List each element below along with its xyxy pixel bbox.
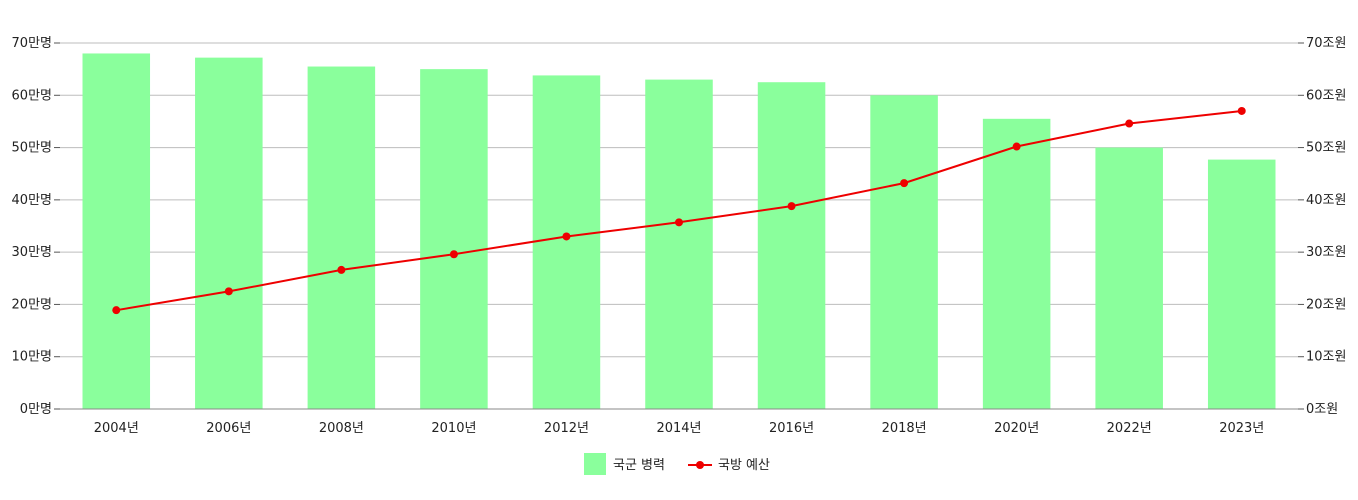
line-point xyxy=(1125,119,1134,128)
legend: 국군 병력 국방 예산 xyxy=(584,453,770,475)
x-tick-label: 2006년 xyxy=(206,421,251,436)
x-tick-label: 2023년 xyxy=(1219,421,1264,436)
y-right-tick-label: 50조원 xyxy=(1306,141,1346,156)
x-tick-label: 2020년 xyxy=(994,421,1039,436)
bar xyxy=(420,69,488,410)
y-left-tick-label: 30만명 xyxy=(12,245,52,260)
bar-series xyxy=(82,53,1276,410)
line-series xyxy=(112,106,1246,315)
y-left-tick-label: 70만명 xyxy=(12,36,52,51)
bar xyxy=(870,95,938,410)
line-point xyxy=(900,179,909,188)
y-left-tick-label: 0만명 xyxy=(20,402,52,417)
legend-item-bar[interactable]: 국군 병력 xyxy=(584,453,665,475)
y-left-tick-label: 50만명 xyxy=(12,141,52,156)
line-point xyxy=(1012,142,1021,151)
line-point xyxy=(112,306,121,315)
y-right-tick-label: 20조원 xyxy=(1306,297,1346,312)
line-point xyxy=(224,287,233,296)
line-point xyxy=(1237,106,1246,115)
y-right-tick-label: 30조원 xyxy=(1306,245,1346,260)
bar xyxy=(982,118,1051,410)
line-point xyxy=(337,265,346,274)
bar xyxy=(645,79,713,409)
bar xyxy=(1095,147,1163,410)
y-right-tick-label: 40조원 xyxy=(1306,193,1346,208)
legend-label-line: 국방 예산 xyxy=(718,458,770,473)
bar xyxy=(1207,159,1276,409)
line-point xyxy=(787,202,796,211)
bar xyxy=(82,53,151,409)
legend-swatch-bar xyxy=(584,453,606,475)
x-tick-label: 2008년 xyxy=(319,421,364,436)
x-tick-label: 2010년 xyxy=(431,421,476,436)
y-left-tick-label: 20만명 xyxy=(12,297,52,312)
x-tick-label: 2004년 xyxy=(94,421,139,436)
legend-label-bar: 국군 병력 xyxy=(613,458,665,473)
legend-item-line[interactable]: 국방 예산 xyxy=(688,458,770,473)
x-tick-label: 2014년 xyxy=(656,421,701,436)
y-left-tick-label: 10만명 xyxy=(12,350,52,365)
x-tick-label: 2016년 xyxy=(769,421,814,436)
line-point xyxy=(562,232,571,241)
y-right-tick-label: 10조원 xyxy=(1306,350,1346,365)
y-right-tick-label: 60조원 xyxy=(1306,88,1346,103)
bar xyxy=(195,57,263,409)
y-right-tick-label: 70조원 xyxy=(1306,36,1346,51)
line-point xyxy=(675,218,683,227)
y-right-tick-label: 0조원 xyxy=(1306,402,1338,417)
axes: 0만명 10만명 20만명 30만명 40만명 50만명 60만명 70만명 0조원 10조원 20… xyxy=(12,36,1347,436)
legend-swatch-marker xyxy=(696,461,704,469)
x-tick-label: 2018년 xyxy=(882,421,927,436)
x-tick-label: 2012년 xyxy=(544,421,589,436)
x-tick-label: 2022년 xyxy=(1107,421,1152,436)
bar xyxy=(757,82,826,409)
bar xyxy=(307,66,376,410)
bar xyxy=(532,75,601,409)
y-left-tick-label: 60만명 xyxy=(12,88,52,103)
line-point xyxy=(449,250,458,259)
y-left-tick-label: 40만명 xyxy=(12,193,52,208)
